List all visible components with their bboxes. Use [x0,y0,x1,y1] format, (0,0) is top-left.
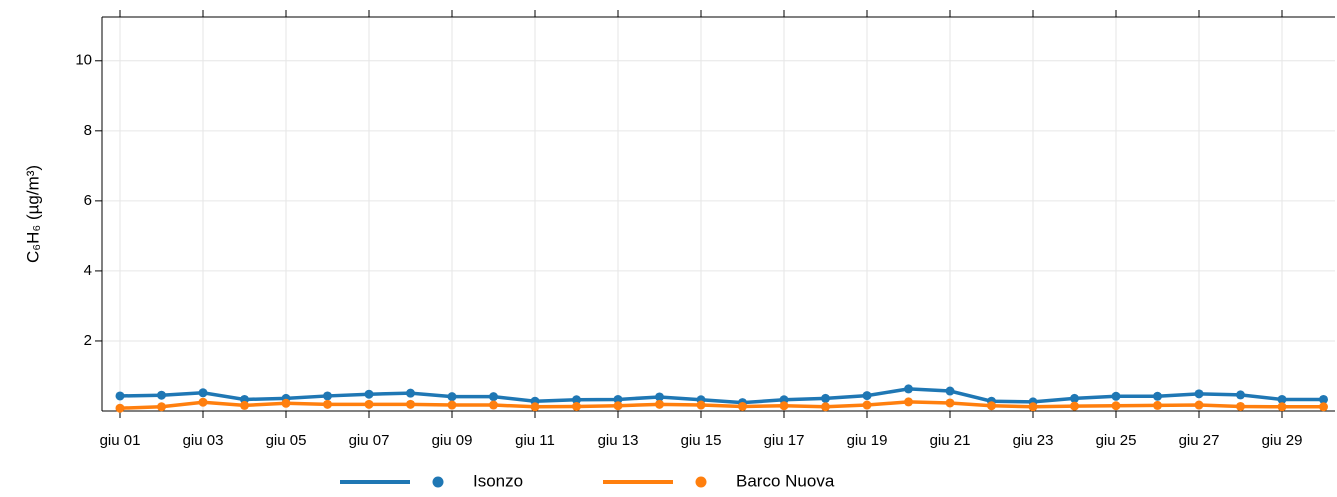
x-tick-label: giu 17 [764,432,805,449]
point [1028,402,1038,412]
point [281,398,291,408]
point [572,395,581,405]
point [1236,390,1245,400]
x-tick-label: giu 13 [598,432,639,449]
x-tick-label: giu 01 [100,432,141,449]
x-tick-label: giu 29 [1262,432,1303,449]
legend-marker [432,476,444,488]
point [945,386,955,396]
y-tick-label: 8 [84,122,92,139]
point [779,401,789,411]
point [904,397,913,407]
point [1070,393,1079,403]
point [1194,389,1204,399]
point [696,400,706,410]
point [945,398,955,408]
point [1319,402,1328,412]
point [1277,402,1287,412]
point [987,401,996,411]
point [1236,401,1245,411]
point [240,400,249,410]
y-tick-label: 4 [84,262,92,279]
x-tick-label: giu 09 [432,432,473,449]
x-tick-label: giu 05 [266,432,307,449]
point [821,402,830,412]
point [530,402,540,412]
point [198,388,208,398]
point [821,393,830,403]
x-tick-label: giu 15 [681,432,722,449]
y-tick-label: 10 [75,52,92,69]
legend-label: Barco Nuova [736,471,835,490]
legend-marker [695,476,707,488]
point [655,399,664,409]
point [613,394,623,404]
point [489,392,498,402]
point [364,399,374,409]
point [1111,401,1121,411]
point [323,399,332,409]
series-line [119,387,1324,405]
x-tick-label: giu 03 [183,432,224,449]
point [406,388,415,398]
point [1153,391,1162,401]
point [655,392,664,402]
x-tick-label: giu 19 [847,432,888,449]
point [406,399,415,409]
point [489,400,498,410]
point [364,389,374,399]
point [1194,400,1204,410]
point [613,401,623,411]
point [115,391,125,401]
legend-label: Isonzo [473,471,523,490]
point [862,391,872,401]
x-tick-label: giu 07 [349,432,390,449]
point [198,397,208,407]
y-axis-label: C₆H₆ (µg/m³) [23,165,42,263]
point [738,401,747,411]
point [572,401,581,411]
series-line [119,400,1324,410]
point [447,400,457,410]
point [157,390,166,400]
y-tick-label: 6 [84,192,92,209]
x-tick-label: giu 23 [1013,432,1054,449]
x-tick-label: giu 25 [1096,432,1137,449]
point [157,402,166,412]
point [323,391,332,401]
y-tick-label: 2 [84,332,92,349]
point [904,384,913,394]
x-tick-label: giu 11 [515,432,555,449]
point [862,400,872,410]
point [1153,400,1162,410]
point [447,392,457,402]
x-tick-label: giu 27 [1179,432,1220,449]
point [115,403,125,413]
point [1277,394,1287,404]
point [1319,394,1328,404]
point [1111,391,1121,401]
point [1070,401,1079,411]
x-tick-label: giu 21 [930,432,971,449]
